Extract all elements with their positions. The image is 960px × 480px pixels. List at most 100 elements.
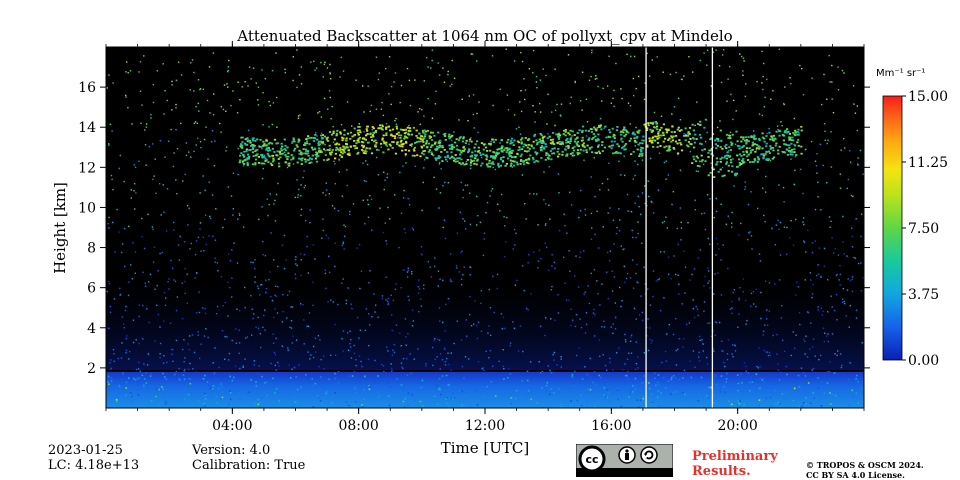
noise-pixel (341, 282, 343, 284)
noise-pixel (679, 207, 681, 209)
noise-pixel (451, 139, 453, 142)
y-tick-label: 16 (78, 80, 96, 96)
noise-pixel (857, 164, 859, 166)
noise-pixel (708, 270, 710, 272)
noise-pixel (399, 101, 401, 104)
noise-pixel (782, 339, 784, 341)
noise-pixel (214, 257, 216, 259)
noise-pixel (449, 278, 452, 281)
boundary-layer-pixel (515, 389, 518, 392)
cirrus-pixel (286, 146, 289, 149)
boundary-layer-pixel (560, 405, 563, 408)
noise-pixel (300, 259, 302, 261)
boundary-layer-pixel (261, 396, 263, 399)
cirrus-pixel (241, 147, 244, 149)
cirrus-pixel (322, 159, 326, 161)
cirrus-pixel (335, 132, 338, 135)
noise-pixel (175, 107, 177, 109)
cirrus-pixel (545, 154, 548, 156)
noise-pixel (804, 279, 806, 281)
noise-pixel (839, 284, 841, 286)
noise-pixel (795, 218, 797, 221)
colorbar-tick-label: 3.75 (908, 287, 939, 303)
boundary-layer-pixel (739, 406, 741, 408)
noise-pixel (772, 90, 774, 92)
noise-pixel (164, 156, 166, 158)
noise-pixel (637, 232, 639, 235)
noise-pixel (702, 343, 704, 345)
boundary-layer-pixel (162, 372, 164, 375)
noise-pixel (846, 187, 848, 190)
noise-pixel (785, 365, 787, 368)
noise-pixel (362, 85, 364, 87)
noise-pixel (821, 103, 823, 106)
boundary-layer-pixel (110, 380, 113, 382)
noise-pixel (262, 326, 264, 328)
noise-pixel (574, 370, 576, 372)
cirrus-pixel (516, 152, 519, 155)
noise-pixel (547, 365, 549, 367)
cirrus-pixel (541, 146, 544, 149)
noise-pixel (718, 248, 720, 250)
noise-pixel (157, 313, 159, 316)
cirrus-pixel (503, 149, 506, 151)
cirrus-pixel (450, 135, 453, 138)
cirrus-pixel (740, 136, 743, 139)
boundary-layer-pixel (628, 396, 630, 398)
cirrus-pixel (361, 137, 364, 140)
cirrus-pixel (738, 158, 741, 161)
cirrus-pixel (616, 143, 619, 145)
noise-pixel (176, 147, 179, 150)
cirrus-pixel (527, 150, 530, 152)
noise-pixel (143, 363, 145, 365)
cirrus-pixel (591, 151, 594, 154)
noise-pixel (123, 227, 126, 230)
noise-pixel (766, 324, 769, 326)
cirrus-pixel (462, 136, 465, 139)
noise-pixel (627, 102, 630, 104)
cirrus-pixel (589, 128, 592, 130)
noise-pixel (476, 337, 479, 340)
noise-pixel (757, 367, 759, 369)
noise-pixel (237, 147, 239, 150)
cirrus-pixel (291, 140, 294, 143)
noise-pixel (729, 66, 731, 68)
noise-pixel (536, 87, 538, 89)
cirrus-pixel (730, 161, 733, 164)
cirrus-pixel (576, 149, 579, 151)
boundary-layer-pixel (328, 378, 330, 381)
noise-pixel (633, 55, 636, 58)
cirrus-pixel (486, 150, 489, 152)
noise-pixel (378, 72, 380, 74)
noise-pixel (456, 320, 458, 322)
noise-pixel (438, 339, 441, 341)
cirrus-pixel (376, 148, 379, 151)
noise-pixel (623, 281, 626, 283)
noise-pixel (799, 323, 801, 326)
noise-pixel (809, 348, 811, 350)
cirrus-pixel (521, 160, 524, 162)
cirrus-pixel (451, 134, 454, 137)
noise-pixel (695, 305, 697, 308)
cirrus-pixel (452, 157, 455, 159)
noise-pixel (282, 293, 284, 296)
cirrus-pixel (422, 129, 425, 132)
noise-pixel (699, 59, 701, 62)
cirrus-pixel (540, 157, 543, 159)
noise-pixel (169, 322, 172, 324)
cirrus-pixel (469, 155, 472, 158)
cirrus-pixel (430, 151, 433, 154)
cirrus-pixel (617, 145, 620, 148)
noise-pixel (534, 111, 536, 113)
noise-pixel (116, 208, 118, 211)
cirrus-pixel (537, 160, 540, 163)
cirrus-pixel (420, 146, 424, 149)
noise-pixel (720, 259, 722, 261)
cirrus-pixel (399, 140, 402, 143)
noise-pixel (845, 315, 847, 317)
noise-pixel (823, 247, 826, 250)
cirrus-pixel (769, 148, 772, 150)
noise-pixel (296, 264, 298, 267)
noise-pixel (303, 170, 305, 172)
noise-pixel (801, 68, 803, 70)
